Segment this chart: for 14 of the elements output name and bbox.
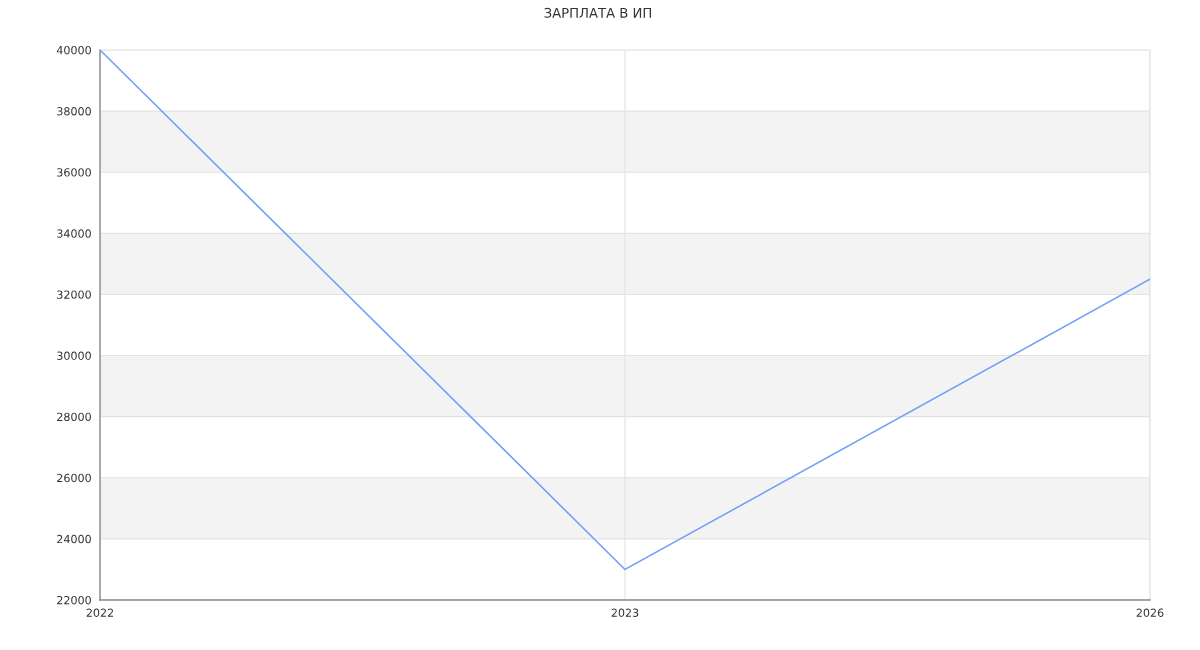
x-tick-label: 2022 [86, 608, 114, 617]
y-tick-label: 40000 [56, 45, 91, 55]
y-tick-label: 30000 [57, 351, 91, 360]
y-tick-label: 26000 [57, 473, 91, 483]
y-tick-label: 38000 [57, 107, 91, 116]
chart-title: ЗАРПЛАТА В ИП [544, 7, 652, 18]
x-tick-label: 2023 [611, 608, 639, 617]
y-tick-label: 24000 [57, 534, 91, 544]
y-tick-label: 34000 [57, 229, 91, 238]
y-tick-label: 28000 [57, 412, 91, 422]
y-tick-label: 36000 [57, 168, 91, 177]
y-tick-label: 22000 [57, 595, 91, 605]
y-tick-label: 32000 [57, 290, 91, 299]
x-tick-label: 2026 [1136, 608, 1164, 617]
